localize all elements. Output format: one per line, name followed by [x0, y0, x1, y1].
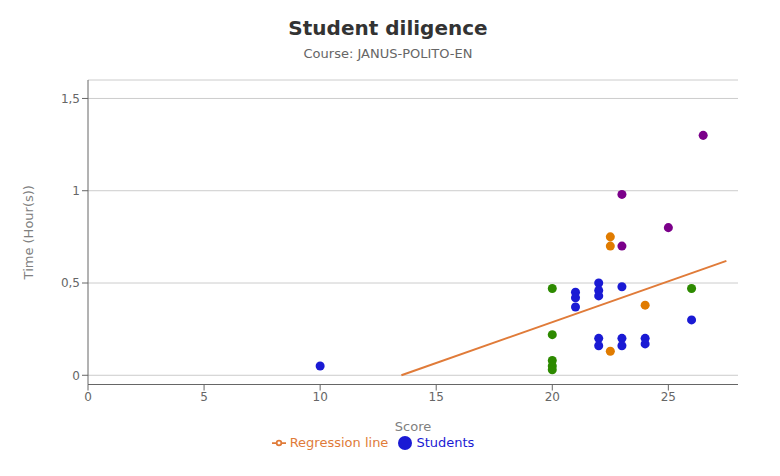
svg-text:0: 0 — [72, 369, 80, 383]
svg-text:1: 1 — [72, 184, 80, 198]
html-text:Course: JANUS-POLITO-EN: Course: JANUS-POLITO-EN — [303, 46, 473, 61]
svg-text:20: 20 — [545, 390, 560, 404]
svg-text:Time (Hour(s)): Time (Hour(s)) — [21, 185, 36, 280]
svg-text:1,5: 1,5 — [61, 92, 80, 106]
svg-text:15: 15 — [429, 390, 444, 404]
html-text:Regression line: Regression line — [289, 434, 389, 450]
svg-text:0: 0 — [84, 390, 92, 404]
svg-text:5: 5 — [200, 390, 208, 404]
svg-text:10: 10 — [313, 390, 328, 404]
svg-text:25: 25 — [661, 390, 676, 404]
html-text:Student diligence: Student diligence — [288, 16, 488, 40]
svg-text:0,5: 0,5 — [61, 276, 80, 290]
html-text:Students: Students — [416, 434, 475, 450]
svg-text:Score: Score — [395, 419, 431, 434]
